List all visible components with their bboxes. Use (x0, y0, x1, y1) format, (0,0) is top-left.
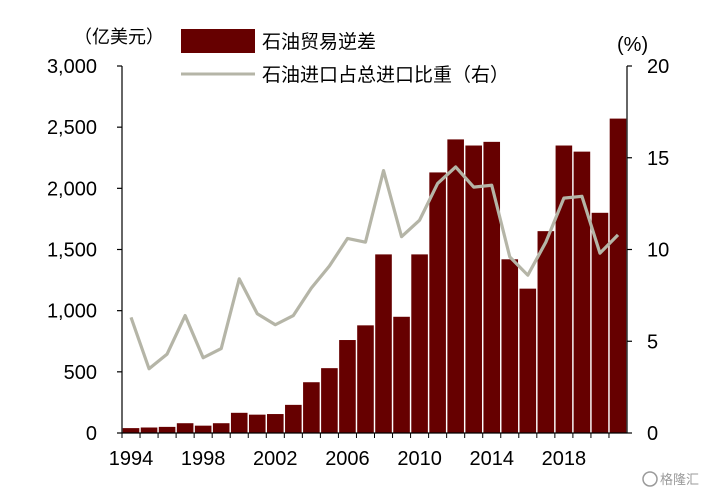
bar-2012 (447, 139, 464, 433)
left-unit-label: （亿美元） (74, 27, 164, 48)
x-tick-label: 2006 (325, 448, 370, 470)
bar-2019 (573, 151, 591, 433)
line-series (129, 165, 620, 371)
left-tick-label: 500 (64, 362, 97, 384)
left-tick-label: 1,000 (47, 301, 97, 323)
bar-2014 (483, 141, 501, 433)
bar-2004 (303, 382, 320, 433)
axes: 0 500 1,000 1,500 2,000 2,500 3,000 0 5 10 15 20 199… (47, 56, 669, 470)
left-tick-label: 2,000 (47, 178, 97, 200)
legend-swatch-bar (181, 29, 255, 53)
line-path (129, 165, 620, 371)
bar-2007 (357, 325, 374, 433)
x-tick-label: 1998 (181, 448, 226, 470)
left-tick-label: 0 (86, 423, 97, 445)
right-tick-label: 10 (647, 240, 669, 262)
bar-2020 (591, 212, 609, 433)
left-tick-label: 3,000 (47, 56, 97, 78)
bar-1999 (212, 423, 230, 433)
bar-2016 (519, 288, 537, 433)
bar-2003 (285, 404, 302, 433)
legend-label-line: 石油进口占总进口比重（右） (262, 64, 509, 86)
bar-2018 (555, 145, 573, 433)
bar-1998 (194, 425, 212, 433)
x-tick-label: 2010 (397, 448, 442, 470)
left-tick-label: 1,500 (47, 240, 97, 262)
watermark-logo-icon (642, 471, 658, 487)
legend-label-bar: 石油贸易逆差 (262, 31, 376, 53)
bar-2009 (393, 316, 410, 433)
watermark-text: 格隆汇 (660, 472, 699, 488)
right-tick-label: 20 (647, 56, 669, 78)
bar-2006 (339, 340, 356, 433)
left-tick-label: 2,500 (47, 117, 97, 139)
bar-2005 (321, 368, 338, 433)
bar-2000 (230, 412, 248, 433)
bar-2015 (501, 259, 519, 433)
right-tick-label: 5 (647, 331, 658, 353)
right-tick-label: 15 (647, 148, 669, 170)
bar-1995 (140, 427, 158, 433)
bar-2011 (429, 172, 446, 433)
right-tick-label: 0 (647, 423, 658, 445)
right-unit-label: (%) (617, 34, 648, 56)
x-tick-label: 2002 (253, 448, 298, 470)
x-tick-label: 1994 (109, 448, 154, 470)
x-tick-label: 2014 (469, 448, 514, 470)
legend: 石油贸易逆差 石油进口占总进口比重（右） (181, 29, 509, 86)
bar-1994 (122, 428, 140, 433)
bar-2002 (267, 414, 284, 433)
x-tick-label: 2018 (542, 448, 587, 470)
bar-2021 (609, 118, 627, 433)
bar-1997 (176, 423, 194, 433)
bar-2017 (537, 231, 555, 433)
bar-2010 (411, 254, 428, 433)
bar-1996 (158, 426, 176, 433)
bar-series (122, 118, 627, 433)
bar-2001 (248, 414, 266, 433)
watermark: 格隆汇 (642, 471, 699, 488)
bar-2008 (375, 254, 392, 433)
bar-2013 (465, 145, 482, 433)
